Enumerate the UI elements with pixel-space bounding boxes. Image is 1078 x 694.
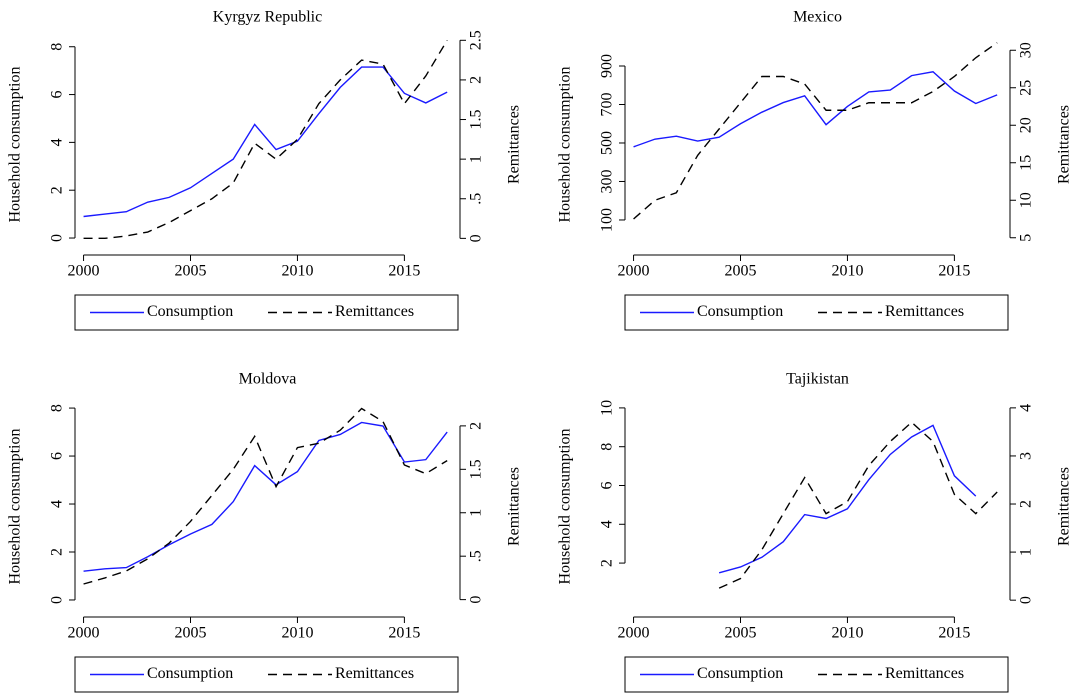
chart-title: Kyrgyz Republic	[213, 9, 322, 26]
y-axis-label: Household consumption	[557, 429, 574, 585]
y-tick-label: 500	[599, 131, 616, 155]
x-tick-label: 2005	[725, 263, 757, 280]
y-tick-label: 2	[599, 559, 616, 567]
y-tick-label: 6	[49, 91, 66, 99]
chart-title: Tajikistan	[786, 371, 849, 388]
series-line	[718, 424, 977, 574]
y2-tick-label: 15	[1018, 155, 1035, 171]
x-tick-label: 2000	[618, 263, 650, 280]
y2-tick-label: 3	[1018, 452, 1035, 460]
y2-tick-label: 0	[1018, 596, 1035, 604]
x-tick-label: 2000	[618, 625, 650, 642]
y-tick-label: 4	[599, 520, 616, 528]
y-tick-label: 4	[49, 138, 66, 146]
y2-tick-label: 0	[468, 596, 485, 604]
legend-box	[74, 294, 459, 331]
legend-label: Consumption	[147, 665, 233, 682]
y-tick-label: 100	[599, 208, 616, 232]
x-tick-label: 2010	[831, 263, 863, 280]
y-tick-label: 10	[599, 400, 616, 416]
y-tick-label: 8	[49, 43, 66, 51]
y2-axis-label: Remittances	[506, 467, 523, 546]
y2-tick-label: 10	[1018, 192, 1035, 208]
y2-tick-label: 2	[468, 76, 485, 84]
y2-tick-label: 1.5	[468, 459, 485, 479]
y-axis-label: Household consumption	[557, 67, 574, 223]
series-line	[633, 42, 998, 220]
series-line	[83, 66, 448, 218]
y2-tick-label: 1	[468, 509, 485, 517]
y-axis-label: Household consumption	[7, 429, 24, 585]
y2-tick-label: 0	[468, 234, 485, 242]
y2-tick-label: 4	[1018, 404, 1035, 412]
y2-tick-label: .5	[468, 550, 485, 562]
y2-tick-label: 25	[1018, 80, 1035, 96]
y-tick-label: 2	[49, 548, 66, 556]
y-tick-label: 300	[599, 169, 616, 193]
x-tick-label: 2000	[68, 263, 100, 280]
y-tick-label: 0	[49, 234, 66, 242]
legend-box	[624, 294, 1009, 331]
x-tick-label: 2005	[175, 625, 207, 642]
legend-label: Remittances	[335, 665, 414, 682]
legend-box	[74, 656, 459, 693]
x-tick-label: 2010	[831, 625, 863, 642]
legend-label: Consumption	[697, 303, 783, 320]
chart-title: Mexico	[793, 9, 842, 26]
x-tick-label: 2015	[388, 263, 420, 280]
y2-tick-label: 30	[1018, 42, 1035, 58]
x-tick-label: 2000	[68, 625, 100, 642]
y2-tick-label: 1.5	[468, 110, 485, 130]
y2-tick-label: .5	[468, 193, 485, 205]
legend-label: Remittances	[335, 303, 414, 320]
y-tick-label: 8	[49, 404, 66, 412]
y2-tick-label: 1	[468, 155, 485, 163]
y-tick-label: 6	[599, 481, 616, 489]
x-tick-label: 2005	[725, 625, 757, 642]
legend-label: Consumption	[697, 665, 783, 682]
x-tick-label: 2015	[938, 263, 970, 280]
y2-tick-label: 20	[1018, 117, 1035, 133]
y-tick-label: 700	[599, 92, 616, 116]
series-line	[83, 421, 448, 572]
y-axis-label: Household consumption	[7, 67, 24, 223]
y-tick-label: 900	[599, 54, 616, 78]
x-tick-label: 2015	[388, 625, 420, 642]
x-tick-label: 2015	[938, 625, 970, 642]
x-tick-label: 2005	[175, 263, 207, 280]
y-tick-label: 2	[49, 186, 66, 194]
x-tick-label: 2010	[281, 263, 313, 280]
legend-label: Remittances	[885, 303, 964, 320]
x-tick-label: 2010	[281, 625, 313, 642]
y2-axis-label: Remittances	[1056, 467, 1073, 546]
legend-box	[624, 656, 1009, 693]
y2-tick-label: 2	[1018, 500, 1035, 508]
y2-tick-label: 2.5	[468, 30, 485, 50]
series-line	[633, 71, 998, 148]
series-line	[718, 421, 998, 589]
y2-tick-label: 2	[468, 422, 485, 430]
y-tick-label: 4	[49, 500, 66, 508]
chart-title: Moldova	[239, 371, 297, 388]
y2-tick-label: 1	[1018, 548, 1035, 556]
series-line	[83, 407, 448, 585]
y2-axis-label: Remittances	[506, 105, 523, 184]
y2-axis-label: Remittances	[1056, 105, 1073, 184]
legend-label: Remittances	[885, 665, 964, 682]
y2-tick-label: 5	[1018, 234, 1035, 242]
series-line	[83, 39, 448, 240]
legend-label: Consumption	[147, 303, 233, 320]
y-tick-label: 0	[49, 596, 66, 604]
y-tick-label: 8	[599, 443, 616, 451]
y-tick-label: 6	[49, 452, 66, 460]
